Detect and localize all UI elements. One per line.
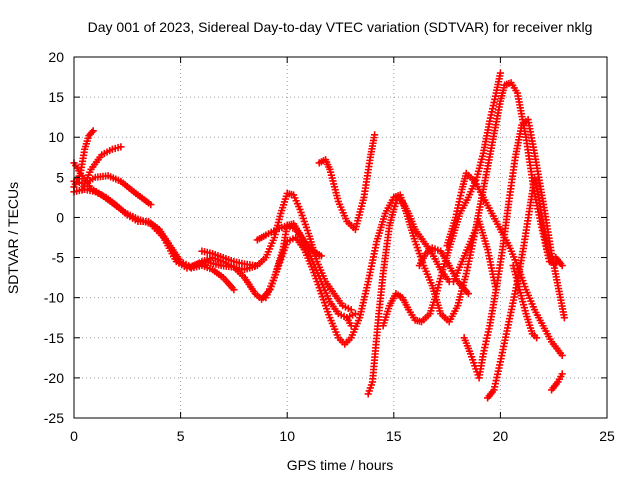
data-markers [343,314,355,330]
x-tick-label: 15 [386,428,402,444]
y-tick-label: -10 [44,290,64,306]
series-track-19 [509,261,541,342]
y-tick-label: 15 [48,89,64,105]
data-markers [547,370,566,394]
series-track-11 [343,314,355,330]
y-tick-label: 10 [48,129,64,145]
x-tick-label: 25 [599,428,615,444]
y-tick-label: 20 [48,49,64,65]
y-tick-label: 0 [56,209,64,225]
series-track-21 [547,370,566,394]
x-tick-label: 10 [279,428,295,444]
series-track-20 [552,253,566,270]
chart-title: Day 001 of 2023, Sidereal Day-to-day VTE… [88,19,593,35]
data-markers [552,253,566,270]
series-track-14 [415,244,473,298]
series-track-16 [449,217,500,294]
data-markers [315,131,379,234]
x-tick-label: 0 [70,428,78,444]
ticks: 0 5 10 15 20 25 -25 -20 -15 -10 -5 0 5 10 15 20 [44,49,615,444]
data-markers [198,247,259,270]
y-tick-label: -25 [44,410,64,426]
y-tick-label: 5 [56,169,64,185]
y-tick-label: -15 [44,330,64,346]
data-markers [509,261,541,342]
y-axis-label: SDTVAR / TECUs [5,182,21,294]
data-markers [262,220,360,322]
series-track-9 [262,220,360,322]
x-axis-label: GPS time / hours [287,457,394,473]
series-track-12 [364,193,453,398]
x-tick-label: 20 [493,428,509,444]
data-markers [484,175,556,402]
plot-frame [73,56,608,419]
data-markers [364,193,453,398]
data-markers [187,261,238,294]
y-tick-label: -5 [52,250,65,266]
series-track-6 [187,261,238,294]
data-markers [449,217,500,294]
series-track-18 [484,175,556,402]
series-track-10 [315,131,379,234]
data-markers [415,244,473,298]
series-track-7 [198,247,259,270]
y-tick-label: -20 [44,370,64,386]
x-tick-label: 5 [177,428,185,444]
